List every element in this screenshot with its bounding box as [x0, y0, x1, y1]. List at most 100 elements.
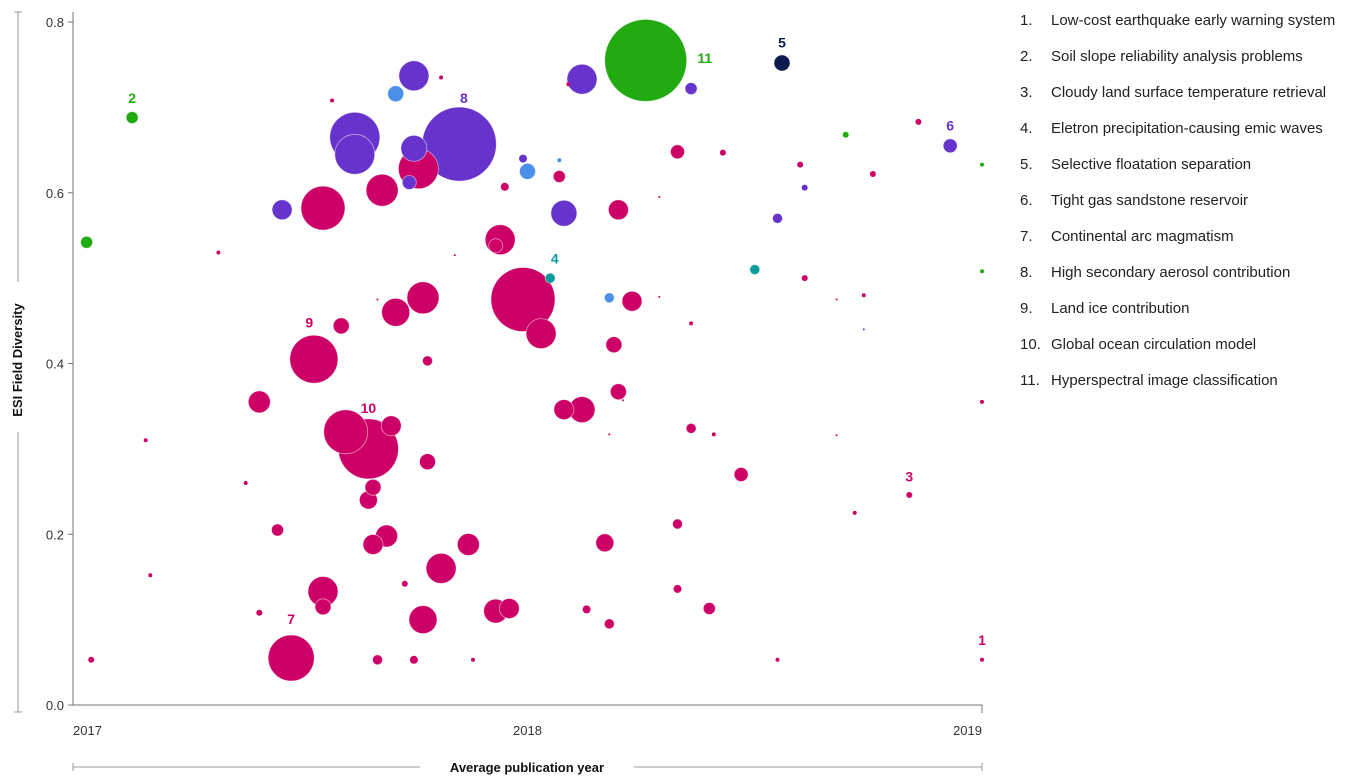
bubble	[471, 657, 475, 662]
bubble	[409, 655, 418, 664]
bubble	[519, 154, 527, 163]
bubble	[488, 238, 504, 254]
bubble	[387, 85, 405, 103]
x-tick-label: 2018	[513, 723, 542, 738]
cluster-label-10: 10	[361, 400, 377, 416]
bubble	[861, 293, 866, 298]
bubble	[673, 584, 682, 593]
bubble	[500, 182, 509, 191]
bubble	[869, 171, 876, 177]
legend-item-text: Soil slope reliability analysis problems	[1051, 48, 1303, 65]
bubble	[365, 173, 399, 207]
bubble	[684, 82, 698, 95]
bubble	[247, 390, 271, 414]
bubble	[980, 269, 984, 274]
bubbles	[80, 19, 984, 682]
bubble	[243, 481, 248, 485]
bubble	[862, 328, 865, 331]
bubble	[422, 355, 433, 367]
bubble	[604, 19, 688, 102]
bubble	[364, 478, 382, 496]
bubble	[566, 82, 571, 87]
legend-item: 3. Cloudy land surface temperature retrie…	[1020, 84, 1355, 102]
bubble	[670, 144, 685, 160]
legend-item-text: Continental arc magmatism	[1051, 228, 1234, 245]
y-axis-title-bg	[8, 282, 28, 432]
x-tick-label: 2017	[73, 723, 102, 738]
bubble	[519, 162, 536, 180]
y-axis-ticks: 0.0 0.2 0.4 0.6 0.8	[46, 15, 73, 713]
axis-titles: Average publication year ESI Field Diver…	[8, 11, 983, 776]
bubble	[603, 618, 615, 630]
legend-item: 8. High secondary aerosol contribution	[1020, 264, 1355, 282]
bubble	[289, 334, 339, 384]
bubble	[400, 134, 428, 162]
legend-item-number: 2.	[1020, 48, 1033, 65]
x-axis-ticks: 2017 2018 2019	[73, 723, 982, 738]
bubble	[498, 598, 520, 619]
legend: 1. Low-cost earthquake early warning syst…	[1020, 12, 1355, 408]
bubble	[797, 161, 804, 168]
bubble	[362, 534, 384, 555]
bubble	[271, 523, 284, 537]
bubble	[216, 250, 221, 255]
legend-item: 10. Global ocean circulation model	[1020, 336, 1355, 354]
bubble	[582, 605, 591, 614]
cluster-label-11: 11	[697, 50, 712, 66]
bubble	[376, 298, 379, 301]
bubble	[300, 185, 346, 231]
bubble	[775, 657, 780, 662]
legend-item-number: 8.	[1020, 264, 1033, 281]
bubble	[980, 657, 984, 662]
y-tick-label: 0.0	[46, 698, 64, 713]
bubble	[80, 235, 93, 249]
bubble	[148, 573, 153, 578]
y-tick-label: 0.8	[46, 15, 64, 30]
bubble	[733, 467, 749, 482]
bubble	[621, 399, 624, 402]
legend-item-text: Global ocean circulation model	[1051, 336, 1257, 353]
legend-item-text: Hyperspectral image classification	[1051, 372, 1278, 389]
bubble	[772, 212, 783, 224]
legend-item-number: 1.	[1020, 12, 1033, 29]
cluster-label-4: 4	[551, 251, 559, 267]
bubble	[553, 399, 575, 421]
bubble	[942, 138, 958, 154]
bubble	[980, 399, 984, 404]
bubble	[401, 580, 408, 587]
y-tick-label: 0.4	[46, 357, 64, 372]
legend-item-text: Eletron precipitation-causing emic waves	[1051, 120, 1323, 137]
cluster-labels: 1 2 3 4 5 6 7 8 9 10 11	[128, 35, 986, 649]
bubble	[906, 492, 913, 498]
cluster-label-5: 5	[778, 35, 786, 51]
bubble	[835, 434, 838, 437]
legend-item-text: Land ice contribution	[1051, 300, 1190, 317]
bubble	[552, 170, 566, 183]
legend-item-text: Tight gas sandstone reservoir	[1051, 192, 1249, 209]
bubble	[801, 184, 808, 191]
legend-item-text: Cloudy land surface temperature retrieva…	[1051, 84, 1327, 101]
bubble	[439, 75, 444, 80]
bubble	[143, 438, 148, 443]
legend-item: 6. Tight gas sandstone reservoir	[1020, 192, 1355, 210]
bubble	[557, 158, 562, 163]
legend-item-number: 3.	[1020, 84, 1033, 101]
bubble	[408, 605, 438, 634]
cluster-label-3: 3	[905, 468, 913, 484]
bubble	[456, 533, 480, 556]
bubble	[88, 656, 95, 663]
bubble	[773, 54, 791, 72]
bubble	[332, 317, 350, 335]
legend-item: 1. Low-cost earthquake early warning syst…	[1020, 12, 1355, 30]
bubble	[801, 275, 808, 282]
legend-item-number: 9.	[1020, 300, 1033, 317]
bubble	[525, 318, 557, 350]
x-axis-title: Average publication year	[450, 760, 604, 775]
bubble	[372, 654, 383, 666]
bubble	[689, 321, 694, 326]
cluster-label-1: 1	[978, 632, 986, 648]
x-tick-label: 2019	[953, 723, 982, 738]
legend-item-number: 7.	[1020, 228, 1033, 245]
bubble	[125, 111, 139, 124]
bubble	[702, 602, 716, 615]
